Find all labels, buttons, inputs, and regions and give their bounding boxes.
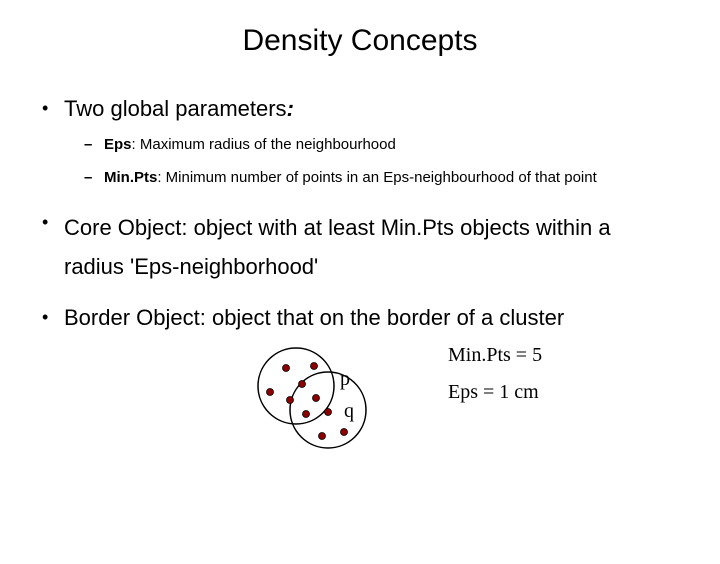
minpts-rest: : Minimum number of points in an Eps-nei… xyxy=(157,169,596,186)
bullet-border-object: • Border Object: object that on the bord… xyxy=(42,303,676,334)
bullet-colon: : xyxy=(287,96,294,121)
eps-label: Eps = 1 cm xyxy=(448,381,542,404)
minpts-term: Min.Pts xyxy=(104,169,157,186)
cluster-diagram: p q xyxy=(222,344,422,454)
bullet-dash: – xyxy=(84,135,104,155)
eps-rest: : Maximum radius of the neighbourhood xyxy=(132,136,396,153)
bullet-core-object: • Core Object: object with at least Min.… xyxy=(42,208,676,287)
bullet-text: Border Object: object that on the border… xyxy=(64,303,564,334)
bullet-dot: • xyxy=(42,208,64,235)
bullet-dash: – xyxy=(84,168,104,188)
bullet-text: Core Object: object with at least Min.Pt… xyxy=(64,208,676,287)
diagram-labels: Min.Pts = 5 Eps = 1 cm xyxy=(448,344,542,418)
bullet-text: Two global parameters: xyxy=(64,94,294,125)
sub-bullet-minpts: – Min.Pts: Minimum number of points in a… xyxy=(42,168,676,188)
bullet-dot: • xyxy=(42,303,64,330)
p-label: p xyxy=(340,368,350,391)
bullet-text-pre: Two global parameters xyxy=(64,96,287,121)
content-area: • Two global parameters: – Eps: Maximum … xyxy=(0,94,720,454)
q-label: q xyxy=(344,400,354,423)
sub-bullet-text: Eps: Maximum radius of the neighbourhood xyxy=(104,135,396,155)
bullet-dot: • xyxy=(42,94,64,121)
sub-bullet-eps: – Eps: Maximum radius of the neighbourho… xyxy=(42,135,676,155)
bullet-two-params: • Two global parameters: xyxy=(42,94,676,125)
eps-term: Eps xyxy=(104,136,132,153)
sub-bullet-text: Min.Pts: Minimum number of points in an … xyxy=(104,168,597,188)
diagram-row: p q Min.Pts = 5 Eps = 1 cm xyxy=(42,344,676,454)
minpts-label: Min.Pts = 5 xyxy=(448,344,542,367)
page-title: Density Concepts xyxy=(0,24,720,58)
diagram-svg xyxy=(222,344,422,454)
